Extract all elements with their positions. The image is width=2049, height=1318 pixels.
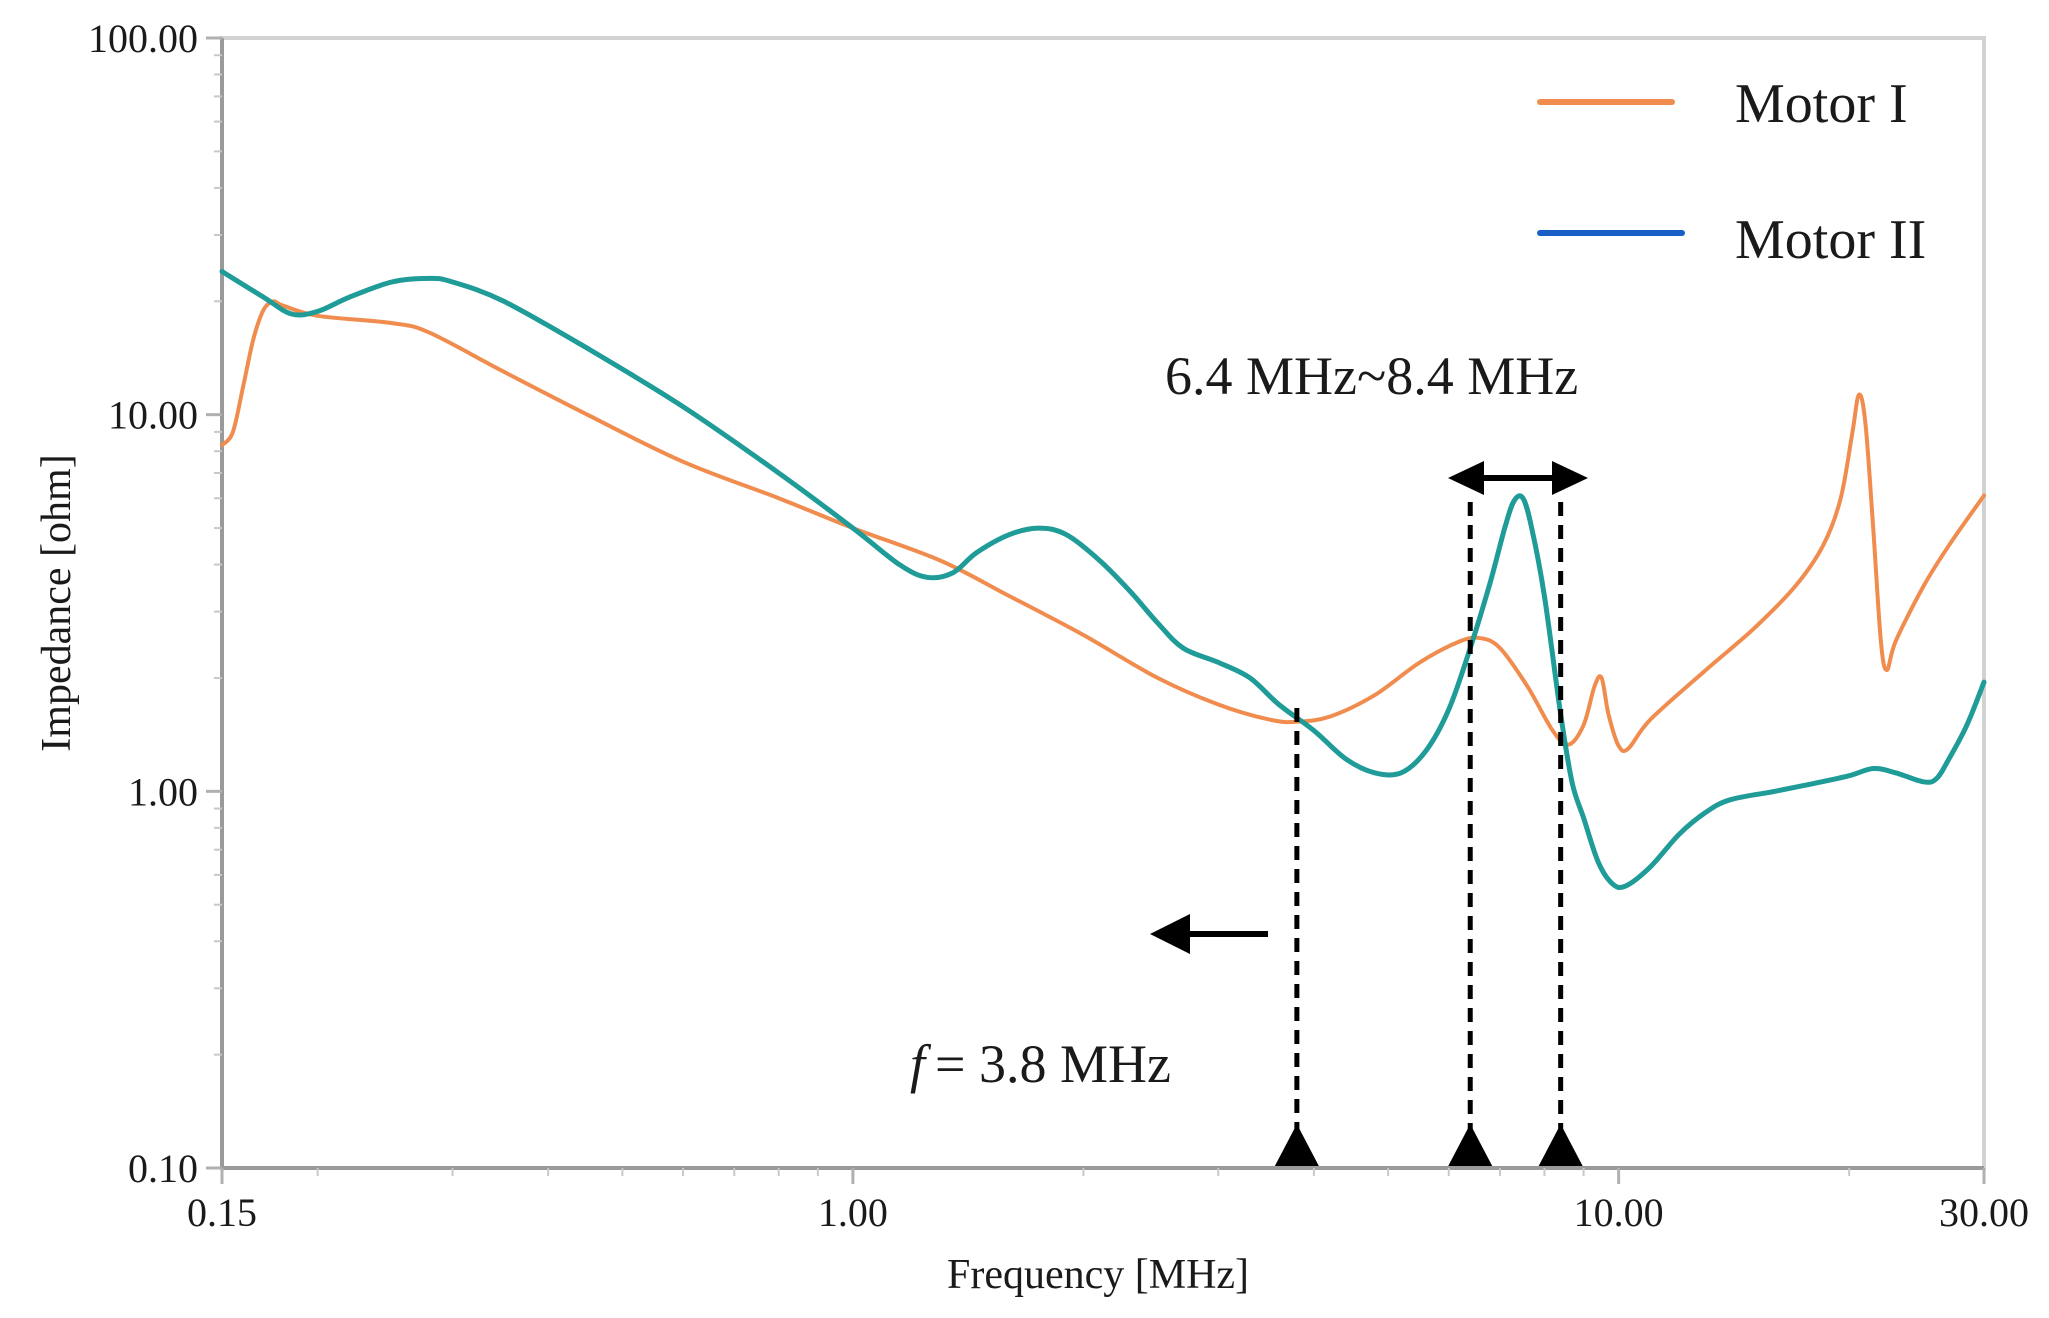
plot-area-frame xyxy=(220,36,1986,1170)
x-tick-label: 30.00 xyxy=(1939,1190,2029,1235)
legend-label-motor-i: Motor I xyxy=(1735,73,1908,135)
minor-ticks xyxy=(214,54,1851,1176)
range-label: 6.4 MHz~8.4 MHz xyxy=(1165,346,1578,406)
y-axis-title: Impedance [ohm] xyxy=(34,454,80,751)
x-axis-title: Frequency [MHz] xyxy=(947,1252,1249,1298)
frequency-value: = 3.8 MHz xyxy=(935,1034,1171,1094)
left-arrow-icon xyxy=(1150,914,1268,954)
y-tick-label: 1.00 xyxy=(128,769,198,814)
y-tick-label: 100.00 xyxy=(88,16,198,61)
double-arrow-icon xyxy=(1448,461,1588,495)
x-tick-label: 1.00 xyxy=(818,1190,888,1235)
annotations: 6.4 MHz~8.4 MHz f = 3.8 MHz xyxy=(910,346,1588,1166)
series-line-motor-ii xyxy=(219,269,1987,891)
frequency-symbol: f xyxy=(910,1034,932,1094)
x-axis-ticks: 0.15 1.00 10.00 30.00 xyxy=(187,1168,2029,1235)
x-tick-label: 0.15 xyxy=(187,1190,257,1235)
series-group xyxy=(219,269,1987,891)
frequency-label: f = 3.8 MHz xyxy=(910,1034,1171,1094)
legend-label-motor-ii: Motor II xyxy=(1735,209,1926,271)
x-tick-label: 10.00 xyxy=(1574,1190,1664,1235)
triangle-marker-8-4mhz xyxy=(1538,1124,1583,1166)
triangle-marker-6-4mhz xyxy=(1448,1124,1493,1166)
series-line-motor-i xyxy=(220,299,1986,754)
y-axis-ticks: 0.10 1.00 10.00 100.00 xyxy=(88,16,222,1191)
triangle-marker-3-8mhz xyxy=(1274,1124,1319,1166)
y-tick-label: 0.10 xyxy=(128,1146,198,1191)
y-tick-label: 10.00 xyxy=(108,393,198,438)
legend: Motor I Motor II xyxy=(1537,73,1926,271)
